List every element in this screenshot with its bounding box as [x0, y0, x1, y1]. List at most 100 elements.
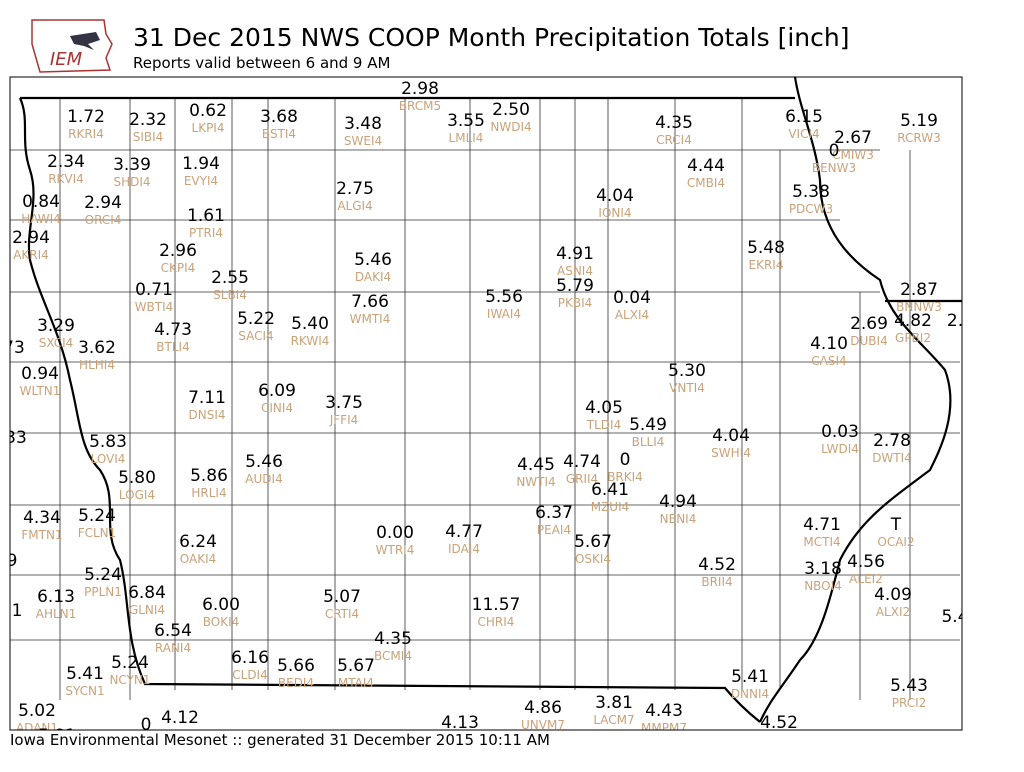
station-value: 4.34	[23, 508, 61, 528]
station-value: 5.86	[190, 466, 228, 486]
station-id: OSKI4	[575, 552, 611, 566]
station-value: 5.56	[485, 287, 523, 307]
station-id: NENI4	[660, 512, 697, 526]
station-id: CMBI4	[687, 176, 725, 190]
station-id: SWEI4	[344, 134, 382, 148]
station-id: SACI4	[238, 329, 273, 343]
station-value: 4.35	[655, 113, 693, 133]
station-value: 6.13	[37, 587, 75, 607]
station-value: 2.78	[873, 431, 911, 451]
station-id: ADAN1	[16, 721, 58, 735]
station-value: 5.24	[84, 565, 122, 585]
station-id: LOVI4	[91, 452, 126, 466]
station-value: 4.52	[698, 555, 736, 575]
station-value: 5.81	[38, 726, 76, 746]
station-id: SIBI4	[133, 130, 164, 144]
station-value: 7.11	[188, 388, 226, 408]
station-id: IDAI4	[448, 542, 480, 556]
station-value: 3.55	[447, 111, 485, 131]
station-id: SYCN1	[65, 684, 104, 698]
station-value: 5.46	[245, 452, 283, 472]
station-id: DNNI4	[731, 687, 769, 701]
station-value: 0.62	[189, 101, 227, 121]
station-id: GLNI4	[129, 603, 165, 617]
station-id: MMPM7	[641, 721, 687, 735]
station-value: 5.48	[747, 238, 785, 258]
station-id: VICI4	[788, 127, 819, 141]
station-value: 5.67	[574, 532, 612, 552]
station-value: 6.15	[785, 107, 823, 127]
station-value: 4.71	[803, 515, 841, 535]
station-value: 4.91	[556, 244, 594, 264]
station-id: ALXI4	[615, 308, 649, 322]
station-value: 4.44	[687, 156, 725, 176]
station-id: NWDI4	[490, 120, 531, 134]
station-value: 4.04	[596, 186, 634, 206]
station-id: RKWI4	[291, 334, 330, 348]
station-id: LMLI4	[449, 131, 484, 145]
station-id: ALGI4	[337, 199, 372, 213]
station-value: 5.49	[629, 415, 667, 435]
station-id: RKVI4	[48, 172, 84, 186]
station-id: CRCI4	[656, 133, 692, 147]
station-value: 5.24	[111, 653, 149, 673]
station-value: 4.52	[760, 713, 798, 733]
station-value: 5.30	[668, 361, 706, 381]
station-value: 5.41	[731, 667, 769, 687]
station-id: IONI4	[598, 206, 631, 220]
station-id: OCAI2	[877, 535, 914, 549]
station-id: PTRI4	[189, 226, 223, 240]
station-value: 4.09	[874, 585, 912, 605]
station-value: 6.16	[231, 648, 269, 668]
station-value: 5.80	[118, 468, 156, 488]
station-id: BLLI4	[632, 435, 665, 449]
station-id: AUDI4	[245, 472, 282, 486]
station-id: EKRI4	[749, 258, 784, 272]
station-id: BRII4	[701, 575, 732, 589]
station-id: PKBI4	[558, 296, 593, 310]
station-value: 4.82	[894, 311, 932, 331]
station-value: 2.34	[47, 152, 85, 172]
station-id: MCTI4	[803, 535, 840, 549]
station-value: 6.84	[128, 583, 166, 603]
station-id: NBOI4	[804, 579, 842, 593]
station-id: BOKI4	[203, 615, 240, 629]
station-id: NWTI4	[516, 475, 555, 489]
station-id: BRKI4	[607, 470, 643, 484]
station-value: 0	[141, 715, 152, 735]
station-id: LOGI4	[119, 488, 155, 502]
station-id: BSTI4	[262, 127, 296, 141]
logo-text: IEM	[50, 49, 83, 70]
station-value: 1.72	[67, 107, 105, 127]
station-value: 4.04	[712, 426, 750, 446]
station-value: 5.38	[792, 182, 830, 202]
station-value: 6.24	[179, 532, 217, 552]
station-value: 2.67	[834, 128, 872, 148]
station-value: 2.32	[129, 110, 167, 130]
station-id: GRII4	[566, 472, 598, 486]
station-value: 4.86	[524, 698, 562, 718]
station-value: 5.66	[277, 656, 315, 676]
station-id: DAKI4	[355, 270, 391, 284]
station-value: 9	[7, 551, 18, 571]
station-value: 3.68	[260, 107, 298, 127]
station-value: 4.73	[154, 320, 192, 340]
station-id: AKRI4	[13, 248, 49, 262]
station-value: 3.81	[595, 693, 633, 713]
station-id: LKPI4	[192, 121, 225, 135]
county-lines	[10, 98, 960, 700]
station-value: 5.43	[890, 676, 928, 696]
station-id: CLDI4	[232, 668, 267, 682]
station-value: 5.41	[66, 664, 104, 684]
station-value: 4.43	[645, 701, 683, 721]
station-id: WMTI4	[350, 312, 391, 326]
station-value: 0.04	[613, 288, 651, 308]
station-value: 5.24	[78, 506, 116, 526]
station-value: 3.18	[804, 559, 842, 579]
station-value: 1.94	[182, 154, 220, 174]
station-id: JFFI4	[329, 413, 359, 427]
station-value: 73	[3, 338, 25, 358]
station-id: AHLN1	[36, 607, 77, 621]
station-id: BRCM5	[399, 99, 441, 113]
station-value: 5.4	[941, 607, 968, 627]
